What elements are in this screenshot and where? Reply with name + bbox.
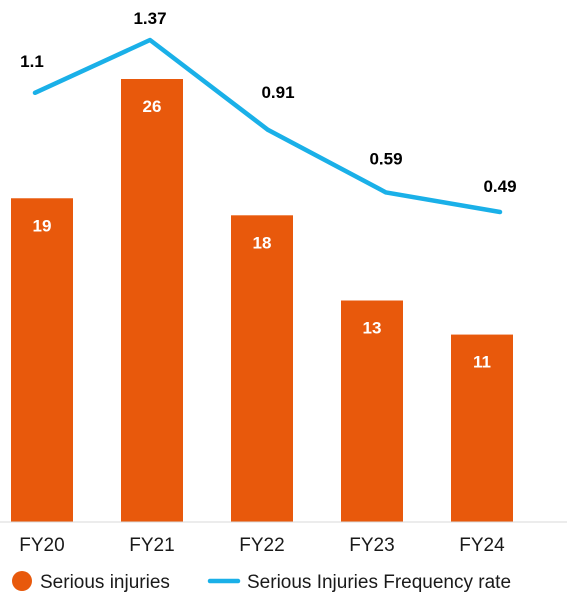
- bar-fy20: [11, 198, 73, 522]
- line-value-label-fy24: 0.49: [483, 177, 516, 196]
- bar-fy21: [121, 79, 183, 522]
- x-tick-fy22: FY22: [239, 535, 284, 556]
- bar-value-label-fy22: 18: [253, 233, 272, 252]
- line-labels-layer: 1.1 1.37 0.91 0.59 0.49: [20, 9, 516, 196]
- bar-fy24: [451, 334, 513, 522]
- bar-labels-layer: 19 26 18 13 11: [33, 97, 491, 372]
- bar-fy22: [231, 215, 293, 523]
- line-value-label-fy21: 1.37: [133, 9, 166, 28]
- x-tick-fy20: FY20: [19, 535, 64, 556]
- bar-value-label-fy21: 26: [143, 97, 162, 116]
- bar-fy23: [341, 300, 403, 522]
- legend-line-label: Serious Injuries Frequency rate: [247, 572, 511, 593]
- bar-value-label-fy23: 13: [363, 319, 382, 338]
- x-tick-fy23: FY23: [349, 535, 394, 556]
- bar-value-label-fy24: 11: [473, 353, 491, 372]
- legend-bar-marker: [12, 571, 32, 591]
- line-value-label-fy20: 1.1: [20, 52, 44, 71]
- legend-bar-label: Serious injuries: [40, 572, 170, 593]
- line-value-label-fy22: 0.91: [261, 83, 294, 102]
- x-axis-ticks: FY20 FY21 FY22 FY23 FY24: [19, 535, 505, 556]
- line-layer: [32, 37, 503, 215]
- bar-value-label-fy20: 19: [33, 216, 52, 235]
- x-tick-fy21: FY21: [129, 535, 174, 556]
- frequency-rate-line: [32, 37, 503, 215]
- legend: Serious injuries Serious Injuries Freque…: [12, 571, 511, 593]
- line-value-label-fy23: 0.59: [369, 149, 402, 168]
- x-tick-fy24: FY24: [459, 535, 505, 556]
- bars-layer: [11, 79, 513, 523]
